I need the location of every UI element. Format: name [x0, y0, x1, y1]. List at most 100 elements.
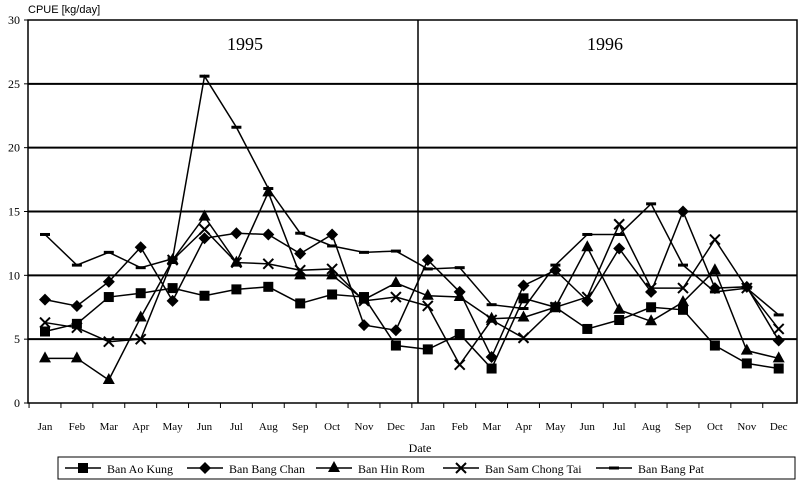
data-point-ban-sam-chong-tai	[772, 323, 785, 335]
x-tick-label: Nov	[737, 421, 756, 433]
data-point-ban-ao-kung	[422, 344, 433, 355]
data-point-ban-bang-chan	[613, 242, 626, 255]
data-point-ban-bang-chan	[421, 254, 434, 267]
series-line-ban-sam-chong-tai	[44, 222, 780, 367]
x-axis-label: Date	[409, 441, 432, 455]
data-point-ban-ao-kung	[709, 340, 720, 351]
data-point-ban-bang-chan	[39, 293, 51, 306]
data-point-ban-ao-kung	[678, 304, 688, 315]
data-point-ban-ao-kung	[327, 289, 338, 300]
x-tick-label: Apr	[132, 421, 149, 433]
y-tick-label: 25	[8, 77, 20, 91]
data-point-ban-ao-kung	[390, 340, 401, 351]
data-point-ban-bang-chan	[772, 334, 785, 347]
data-point-ban-hin-rom	[294, 268, 307, 280]
data-point-ban-bang-chan	[326, 228, 339, 241]
data-point-ban-bang-chan	[517, 279, 530, 292]
data-point-ban-hin-rom	[421, 288, 434, 300]
series-ban-bang-pat	[40, 74, 784, 317]
legend-marker-ban-ao-kung	[78, 463, 88, 473]
legend-marker-ban-hin-rom	[328, 461, 340, 472]
data-point-ban-hin-rom	[772, 351, 785, 363]
data-point-ban-ao-kung	[614, 315, 625, 326]
x-tick-label: Feb	[69, 421, 86, 433]
data-point-ban-ao-kung	[71, 318, 82, 329]
data-point-ban-hin-rom	[134, 310, 147, 322]
legend-label-ban-sam-chong-tai: Ban Sam Chong Tai	[485, 462, 582, 476]
y-tick-label: 30	[8, 13, 20, 27]
x-tick-label: Aug	[259, 421, 278, 433]
x-tick-label: Oct	[707, 421, 723, 433]
data-point-ban-ao-kung	[741, 358, 752, 369]
x-tick-label: Dec	[387, 421, 405, 433]
legend-label-ban-bang-pat: Ban Bang Pat	[638, 462, 705, 476]
x-tick-label: Dec	[770, 421, 788, 433]
series-line-ban-ao-kung	[44, 286, 779, 370]
data-point-ban-bang-chan	[262, 228, 275, 241]
data-point-ban-sam-chong-tai	[358, 295, 370, 307]
period-label-1996: 1996	[587, 34, 623, 54]
x-tick-label: Apr	[515, 421, 532, 433]
series-line-ban-hin-rom	[45, 190, 779, 382]
data-point-ban-ao-kung	[231, 284, 242, 295]
data-point-ban-hin-rom	[230, 255, 243, 267]
data-point-ban-sam-chong-tai	[326, 263, 338, 275]
y-axis-label: CPUE [kg/day]	[28, 4, 100, 16]
data-point-ban-bang-chan	[70, 299, 83, 312]
series-line-ban-bang-pat	[44, 74, 780, 316]
data-point-ban-hin-rom	[581, 240, 594, 252]
data-point-ban-ao-kung	[454, 329, 465, 340]
data-point-ban-sam-chong-tai	[613, 218, 625, 230]
data-point-ban-ao-kung	[773, 363, 784, 374]
data-point-ban-ao-kung	[199, 290, 210, 301]
data-point-ban-ao-kung	[103, 292, 114, 303]
series-ban-hin-rom	[39, 185, 785, 385]
data-point-ban-bang-chan	[677, 205, 689, 218]
data-point-ban-sam-chong-tai	[709, 233, 721, 246]
data-point-ban-ao-kung	[518, 293, 529, 304]
y-tick-label: 20	[8, 141, 20, 155]
x-tick-label: Jan	[420, 421, 435, 433]
data-point-ban-sam-chong-tai	[549, 301, 562, 313]
data-point-ban-bang-chan	[389, 324, 402, 337]
data-point-ban-hin-rom	[453, 290, 466, 302]
data-point-ban-ao-kung	[167, 283, 178, 294]
legend-marker-ban-bang-chan	[199, 462, 211, 474]
legend-label-ban-ao-kung: Ban Ao Kung	[107, 462, 173, 476]
data-point-ban-ao-kung	[40, 326, 50, 337]
x-tick-label: May	[545, 421, 566, 433]
legend-marker-ban-sam-chong-tai	[455, 462, 467, 474]
data-point-ban-hin-rom	[677, 295, 689, 307]
data-point-ban-sam-chong-tai	[422, 300, 434, 312]
y-tick-label: 10	[8, 268, 20, 282]
x-tick-label: Mar	[100, 421, 119, 433]
data-point-ban-sam-chong-tai	[517, 332, 530, 344]
data-point-ban-ao-kung	[295, 298, 306, 309]
data-point-ban-sam-chong-tai	[198, 223, 211, 236]
data-point-ban-hin-rom	[485, 311, 498, 323]
data-point-ban-sam-chong-tai	[230, 256, 243, 269]
data-point-ban-hin-rom	[549, 300, 562, 312]
x-tick-label: Jul	[230, 421, 243, 433]
data-point-ban-hin-rom	[389, 275, 402, 287]
data-point-ban-bang-chan	[166, 294, 179, 307]
data-point-ban-ao-kung	[263, 281, 274, 292]
data-point-ban-bang-chan	[294, 247, 307, 260]
x-tick-label: Feb	[451, 421, 468, 433]
x-tick-label: Jun	[197, 421, 213, 433]
data-point-ban-sam-chong-tai	[645, 282, 657, 294]
x-tick-label: Jul	[613, 421, 626, 433]
legend: Ban Ao Kung Ban Bang Chan Ban Hin Rom Ban S…	[57, 456, 796, 480]
data-point-ban-sam-chong-tai	[294, 264, 306, 276]
period-label-1995: 1995	[227, 34, 263, 54]
x-tick-label: Oct	[324, 421, 340, 433]
data-point-ban-hin-rom	[102, 373, 115, 385]
data-point-ban-hin-rom	[326, 268, 339, 280]
legend-box	[57, 456, 796, 480]
x-tick-label: Jun	[580, 421, 596, 433]
y-tick-label: 5	[14, 332, 20, 346]
y-tick-label: 15	[8, 205, 20, 219]
data-point-ban-bang-chan	[549, 264, 562, 277]
data-point-ban-ao-kung	[486, 363, 497, 374]
